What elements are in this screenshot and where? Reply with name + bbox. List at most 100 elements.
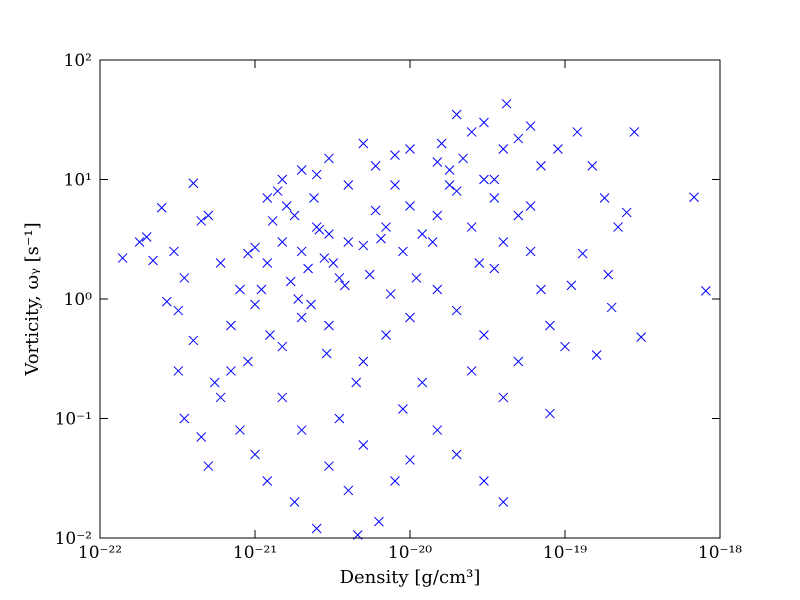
point [293, 294, 304, 304]
point [296, 165, 307, 175]
point [226, 366, 236, 376]
point [303, 263, 313, 274]
point [489, 174, 500, 185]
point [405, 312, 415, 323]
point [243, 356, 253, 367]
y-tick-label: 10² [64, 51, 92, 71]
point [458, 153, 468, 164]
point [591, 350, 602, 360]
point [262, 193, 273, 203]
point [479, 476, 489, 486]
point [566, 280, 577, 291]
point [432, 210, 443, 221]
point [390, 476, 400, 486]
point [479, 117, 489, 128]
point [427, 237, 438, 247]
point [466, 222, 477, 232]
y-tick-label: 10¹ [64, 171, 92, 191]
point [203, 461, 214, 471]
point [343, 485, 354, 496]
y-axis-label: Vorticity, ωᵧ [s⁻¹] [22, 222, 43, 376]
point [498, 497, 509, 507]
point [358, 240, 369, 251]
point [689, 192, 699, 203]
point [364, 269, 375, 280]
point [250, 299, 260, 310]
point [636, 332, 647, 342]
point [281, 201, 292, 211]
point [451, 186, 462, 196]
point [513, 133, 524, 144]
point [358, 440, 369, 450]
point [285, 276, 296, 287]
point [405, 201, 415, 211]
point [444, 180, 455, 190]
point [134, 237, 145, 247]
point [173, 305, 184, 316]
point [148, 255, 158, 266]
point [358, 356, 369, 367]
point [169, 246, 179, 257]
point [479, 330, 489, 340]
point [196, 216, 207, 226]
point [700, 285, 711, 296]
point [262, 476, 273, 486]
x-axis-label: Density [g/cm³] [340, 567, 481, 588]
point [277, 237, 288, 247]
point [203, 210, 214, 221]
point [324, 320, 334, 331]
point [324, 461, 334, 471]
point [466, 366, 477, 376]
point [398, 404, 408, 414]
point [613, 222, 623, 232]
point [156, 202, 167, 213]
point [572, 127, 583, 137]
point [553, 144, 563, 154]
point [277, 341, 288, 352]
point [340, 280, 350, 291]
point [489, 263, 500, 274]
point [621, 207, 632, 218]
point [411, 273, 422, 283]
point [405, 144, 415, 154]
point [162, 296, 172, 307]
x-tick-label: 10⁻²⁰ [388, 543, 432, 563]
point [179, 413, 190, 424]
x-tick-label: 10⁻¹⁹ [543, 543, 587, 563]
point [272, 186, 283, 196]
point [498, 144, 509, 154]
point [525, 121, 536, 131]
point [436, 138, 447, 149]
point [289, 210, 300, 221]
x-tick-label: 10⁻²² [78, 543, 122, 563]
point [188, 335, 199, 346]
point [319, 253, 330, 263]
point [536, 161, 546, 171]
point [398, 246, 408, 257]
point [577, 248, 588, 259]
point [381, 330, 391, 340]
point [351, 377, 362, 388]
point [277, 174, 288, 185]
point [390, 180, 400, 190]
point [334, 273, 345, 283]
y-tick-label: 10⁻² [55, 529, 92, 549]
point [173, 366, 184, 376]
point [311, 523, 322, 534]
point [603, 269, 614, 280]
point [432, 284, 443, 295]
point [296, 246, 307, 257]
point [256, 284, 267, 295]
point [606, 302, 617, 313]
point [417, 377, 428, 388]
y-tick-label: 10⁻¹ [55, 410, 92, 430]
point [451, 449, 462, 460]
point [417, 229, 428, 239]
point [267, 216, 278, 226]
point [309, 193, 319, 203]
point [179, 273, 190, 283]
point [250, 449, 260, 460]
point [209, 377, 220, 388]
point [587, 161, 598, 171]
